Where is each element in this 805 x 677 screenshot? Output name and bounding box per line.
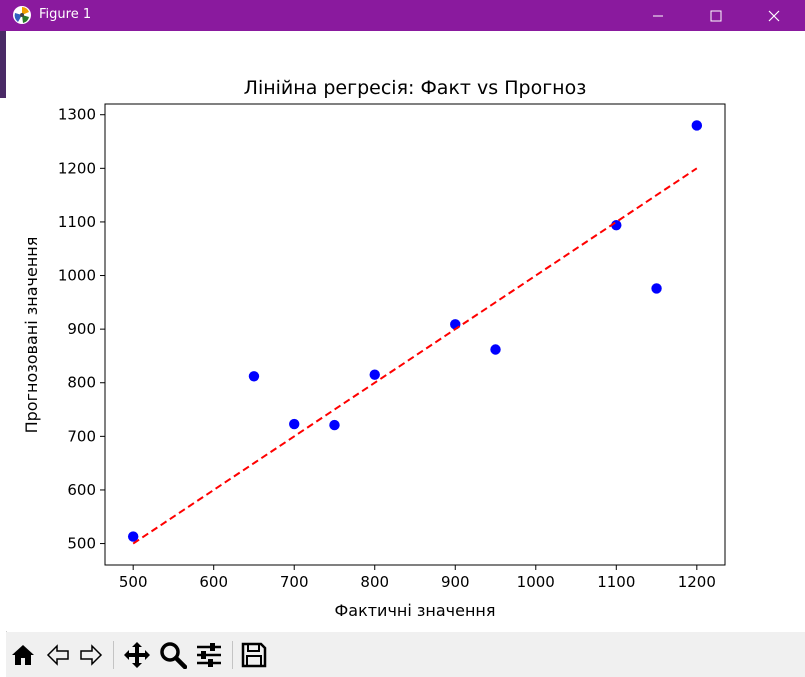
navigation-toolbar — [6, 632, 805, 677]
forward-icon — [80, 644, 103, 666]
x-tick-label: 500 — [119, 573, 148, 591]
y-tick-label: 1000 — [58, 267, 96, 285]
y-tick-label: 700 — [67, 427, 96, 445]
x-tick-label: 1200 — [678, 573, 716, 591]
data-point — [691, 120, 703, 131]
matplotlib-app-icon — [13, 6, 31, 24]
data-point — [248, 371, 260, 382]
window-titlebar[interactable]: Figure 1 — [0, 0, 805, 31]
x-tick-label: 800 — [360, 573, 389, 591]
close-icon — [768, 10, 780, 21]
maximize-icon — [710, 10, 722, 21]
data-point — [651, 283, 662, 294]
zoom-icon — [160, 642, 187, 669]
save-button[interactable] — [239, 640, 269, 670]
back-icon — [46, 644, 69, 666]
x-tick-label: 1100 — [597, 573, 635, 591]
y-tick-label: 900 — [67, 320, 96, 338]
zoom-button[interactable] — [158, 640, 188, 670]
data-point — [369, 369, 380, 380]
minimize-button[interactable] — [629, 0, 687, 31]
x-tick-label: 900 — [441, 573, 470, 591]
regression-line — [132, 167, 698, 545]
y-tick-label: 500 — [67, 535, 96, 553]
forward-button[interactable] — [76, 640, 106, 670]
back-button[interactable] — [43, 640, 73, 670]
maximize-button[interactable] — [687, 0, 745, 31]
x-tick-label: 700 — [280, 573, 309, 591]
y-tick-label: 800 — [67, 374, 96, 392]
data-point — [329, 419, 340, 431]
home-icon — [12, 645, 34, 665]
y-tick-label: 600 — [67, 481, 96, 499]
pan-icon — [124, 642, 150, 668]
pan-button[interactable] — [122, 640, 152, 670]
y-axis-label: Прогнозовані значення — [22, 237, 41, 434]
minimize-icon — [653, 15, 663, 16]
x-axis-label: Фактичні значення — [334, 601, 495, 620]
scatter-chart: Лінійна регресія: Факт vs Прогноз 500 600… — [22, 77, 726, 620]
toolbar-separator — [232, 641, 233, 669]
data-point — [490, 344, 501, 355]
home-button[interactable] — [8, 640, 38, 670]
toolbar-separator — [113, 641, 114, 669]
x-tick-label: 600 — [199, 573, 228, 591]
y-tick-label: 1300 — [58, 106, 96, 124]
data-point — [127, 531, 139, 542]
configure-subplots-icon — [197, 643, 221, 667]
save-icon — [241, 642, 267, 668]
window-title: Figure 1 — [39, 7, 92, 22]
axes-frame — [104, 103, 726, 566]
configure-subplots-button[interactable] — [194, 640, 224, 670]
chart-title: Лінійна регресія: Факт vs Прогноз — [244, 77, 587, 99]
x-tick-label: 1000 — [517, 573, 555, 591]
close-button[interactable] — [745, 0, 803, 31]
figure-canvas[interactable]: Лінійна регресія: Факт vs Прогноз 500 600… — [6, 31, 805, 631]
y-tick-label: 1100 — [58, 213, 96, 231]
data-point — [289, 418, 300, 430]
y-tick-label: 1200 — [58, 159, 96, 177]
